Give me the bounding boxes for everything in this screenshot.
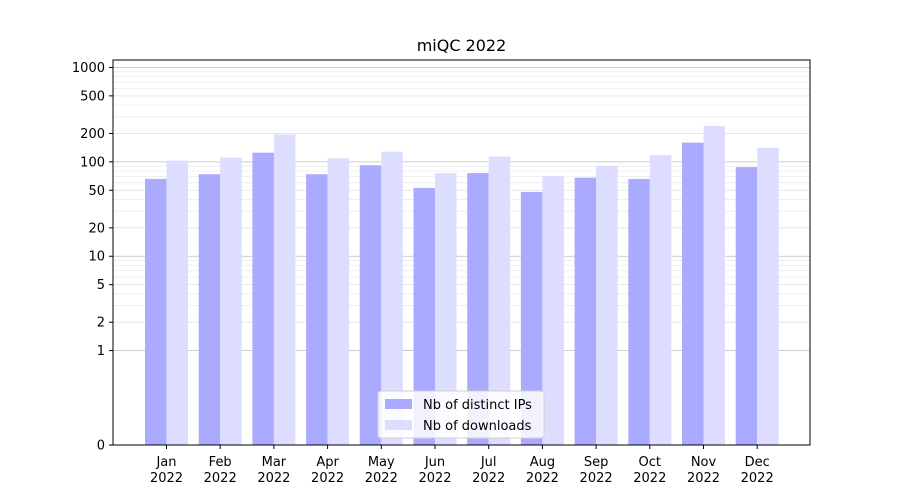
- y-tick-label: 10: [88, 250, 105, 265]
- bar-distinct-ips: [413, 187, 435, 446]
- bar-distinct-ips: [359, 165, 382, 445]
- bar-downloads: [381, 151, 403, 446]
- x-tick-label-year: 2022: [526, 471, 559, 486]
- bar-distinct-ips: [682, 142, 704, 445]
- x-tick-label-month: Nov: [691, 455, 717, 470]
- x-tick-label-year: 2022: [741, 471, 774, 486]
- bar-distinct-ips: [520, 191, 543, 445]
- bar-downloads: [166, 160, 188, 445]
- y-tick-label: 50: [88, 184, 105, 199]
- x-tick-label-year: 2022: [311, 471, 344, 486]
- x-tick-label-year: 2022: [580, 471, 613, 486]
- y-tick-label: 200: [80, 127, 105, 142]
- y-tick-label: 20: [88, 221, 105, 236]
- x-tick-label-year: 2022: [150, 471, 183, 486]
- legend-box: [377, 390, 545, 439]
- legend: Nb of distinct IPs Nb of downloads: [377, 390, 545, 439]
- legend-label: Nb of distinct IPs: [423, 398, 532, 413]
- x-tick-label-month: Oct: [639, 455, 661, 470]
- bars: [145, 125, 779, 446]
- x-tick-label-year: 2022: [365, 471, 398, 486]
- y-tick-label: 100: [80, 155, 105, 170]
- x-tick-label-year: 2022: [633, 471, 666, 486]
- x-tick-label-month: Aug: [530, 455, 555, 470]
- y-axis: 0 1 2 5 10 20 50 100 200 500 1000: [72, 61, 113, 454]
- chart-title: miQC 2022: [417, 36, 507, 55]
- bar-downloads: [649, 155, 672, 445]
- bar-distinct-ips: [198, 174, 221, 445]
- x-tick-label-year: 2022: [418, 471, 451, 486]
- x-tick-label-month: Apr: [316, 455, 339, 470]
- bar-distinct-ips: [252, 152, 274, 445]
- y-tick-label: 2: [97, 316, 105, 331]
- x-tick-label-month: Sep: [584, 455, 609, 470]
- bar-downloads: [703, 125, 725, 445]
- bar-downloads: [542, 175, 564, 445]
- legend-swatch: [385, 399, 412, 409]
- bar-distinct-ips: [467, 173, 489, 446]
- bar-downloads: [220, 157, 242, 446]
- y-tick-label: 500: [80, 89, 105, 104]
- x-tick-label-month: Jun: [424, 455, 445, 470]
- x-axis: Jan2022Feb2022Mar2022Apr2022May2022Jun20…: [150, 445, 774, 486]
- x-tick-label-month: May: [368, 455, 395, 470]
- bar-distinct-ips: [735, 167, 758, 445]
- bar-downloads: [488, 156, 511, 445]
- legend-label: Nb of downloads: [423, 419, 532, 434]
- x-tick-label-year: 2022: [687, 471, 720, 486]
- bar-downloads: [435, 173, 457, 446]
- bar-downloads: [327, 158, 350, 445]
- bar-distinct-ips: [574, 177, 597, 446]
- x-tick-label-year: 2022: [204, 471, 237, 486]
- x-tick-label-year: 2022: [257, 471, 290, 486]
- bar-distinct-ips: [306, 174, 328, 445]
- bar-downloads: [757, 147, 779, 445]
- plot-frame: [112, 59, 811, 446]
- bar-downloads: [596, 165, 618, 445]
- x-tick-label-month: Jul: [480, 455, 497, 470]
- y-tick-label: 0: [97, 439, 105, 454]
- y-tick-label: 1000: [72, 61, 105, 76]
- x-tick-label-month: Feb: [209, 455, 232, 470]
- legend-swatch: [385, 420, 412, 430]
- x-tick-label-month: Dec: [745, 455, 770, 470]
- bar-downloads: [273, 134, 296, 445]
- bar-distinct-ips: [628, 178, 650, 445]
- bar-distinct-ips: [145, 178, 167, 445]
- x-tick-label-year: 2022: [472, 471, 505, 486]
- x-tick-label-month: Jan: [155, 455, 176, 470]
- y-tick-label: 1: [97, 344, 105, 359]
- y-tick-label: 5: [97, 278, 105, 293]
- x-tick-label-month: Mar: [262, 455, 287, 470]
